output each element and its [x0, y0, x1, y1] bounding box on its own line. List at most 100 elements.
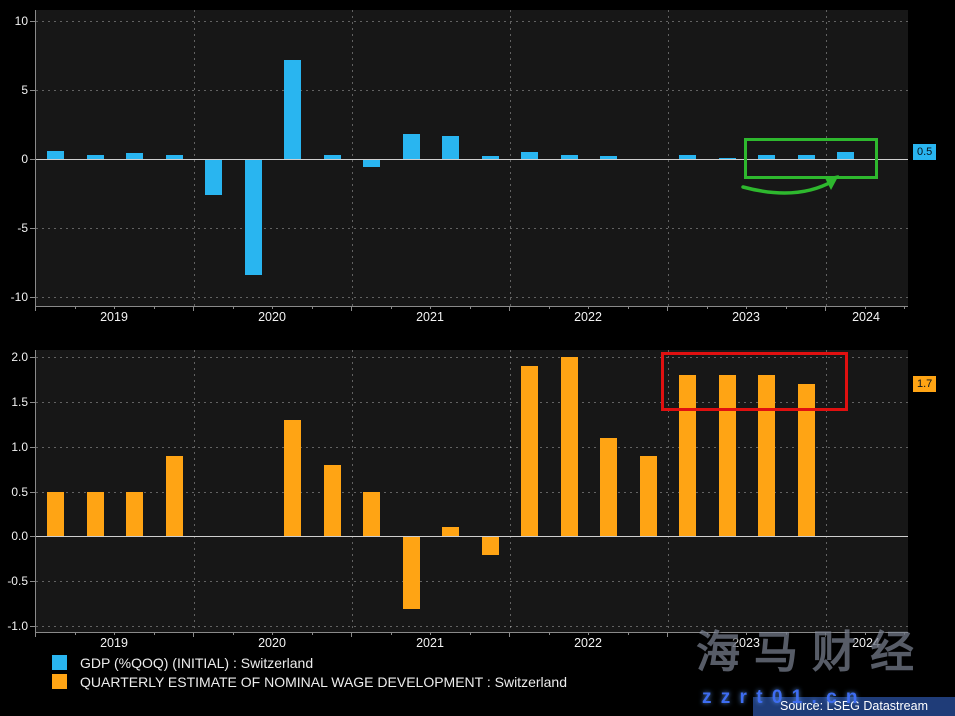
y-tick-label: -5 [17, 221, 28, 235]
y-tick-label: 1.0 [11, 439, 28, 454]
year-gridline [826, 10, 827, 306]
bar [126, 491, 144, 537]
y-tick [30, 446, 35, 448]
x-tick [548, 632, 550, 635]
bar [323, 154, 341, 159]
last-value-badge: 0.5 [913, 144, 937, 161]
annotation-green-arrow-icon [741, 175, 839, 195]
bar [165, 154, 183, 159]
x-tick-label: 2024 [852, 636, 880, 650]
x-tick [74, 632, 76, 635]
x-tick [272, 632, 273, 635]
y-tick-label: 10 [14, 14, 28, 28]
x-tick [390, 306, 392, 309]
x-tick [193, 632, 194, 637]
bar [442, 527, 460, 537]
y-tick-label: 0.0 [11, 529, 28, 544]
annotation-red-rect [661, 352, 848, 411]
last-value-badge: 1.7 [913, 375, 937, 392]
x-tick [904, 632, 905, 635]
x-tick [35, 306, 36, 311]
value-gridline [36, 581, 908, 582]
x-tick-label: 2022 [574, 636, 602, 650]
bar [758, 374, 776, 537]
x-tick [390, 632, 392, 635]
x-tick [509, 632, 510, 637]
x-tick [351, 306, 352, 311]
bar [47, 491, 65, 537]
x-tick [469, 306, 471, 309]
bar [679, 374, 697, 537]
value-gridline [36, 297, 908, 298]
x-tick [588, 306, 589, 309]
x-tick [74, 306, 76, 309]
x-tick [706, 632, 708, 635]
x-tick [904, 306, 905, 309]
x-tick-label: 2023 [732, 636, 760, 650]
year-gridline [352, 350, 353, 632]
x-tick-label: 2021 [416, 636, 444, 650]
gdp-chart-plot [35, 10, 908, 307]
x-tick-label: 2019 [100, 310, 128, 324]
x-tick [193, 306, 194, 311]
bar [363, 491, 381, 537]
x-tick [588, 632, 589, 635]
bar [600, 156, 618, 159]
y-tick [30, 626, 35, 627]
wage-series-label: QUARTERLY ESTIMATE OF NOMINAL WAGE DEVEL… [80, 673, 567, 690]
bar [837, 152, 855, 159]
gdp-series-label: GDP (%QOQ) (INITIAL) : Switzerland [80, 654, 314, 671]
x-tick-label: 2023 [732, 310, 760, 324]
y-tick-label: 5 [21, 83, 28, 97]
year-gridline [194, 10, 195, 306]
bar [402, 134, 420, 159]
bar [560, 357, 578, 537]
x-tick [430, 306, 431, 309]
x-tick [35, 632, 36, 637]
x-tick [825, 306, 826, 311]
bar [165, 455, 183, 537]
y-tick [30, 21, 35, 22]
x-tick-label: 2022 [574, 310, 602, 324]
year-gridline [826, 350, 827, 632]
year-gridline [194, 350, 195, 632]
x-tick [667, 632, 668, 637]
y-tick [30, 159, 35, 160]
x-tick [114, 306, 115, 309]
bar [86, 154, 104, 159]
bar [521, 152, 539, 159]
wage-chart-plot [35, 350, 908, 633]
y-tick-label: 1.5 [11, 394, 28, 409]
bar [600, 437, 618, 537]
y-tick [30, 297, 35, 298]
watermark-cjk-text: 海马财经 [696, 628, 928, 677]
source-attribution: Source: LSEG Datastream [753, 697, 955, 716]
x-tick [509, 306, 510, 311]
x-tick [311, 632, 313, 635]
bar [481, 156, 499, 159]
y-tick [30, 228, 35, 229]
x-tick [430, 632, 431, 635]
bar [718, 157, 736, 159]
x-tick [627, 632, 629, 635]
annotation-green-rect [744, 138, 878, 179]
bar [758, 154, 776, 159]
year-gridline [510, 10, 511, 306]
x-tick [114, 632, 115, 635]
x-tick [232, 632, 234, 635]
y-tick [30, 90, 35, 91]
x-tick [864, 632, 866, 635]
x-tick [864, 306, 866, 309]
bar [442, 135, 460, 159]
year-gridline [510, 350, 511, 632]
bar [402, 537, 420, 610]
x-tick [469, 632, 471, 635]
y-tick [30, 536, 35, 538]
value-gridline [36, 21, 908, 22]
bar [284, 59, 302, 159]
x-tick [153, 632, 155, 635]
x-tick-label: 2024 [852, 310, 880, 324]
bar [481, 537, 499, 556]
y-tick-label: 2.0 [11, 350, 28, 364]
bar [718, 374, 736, 537]
